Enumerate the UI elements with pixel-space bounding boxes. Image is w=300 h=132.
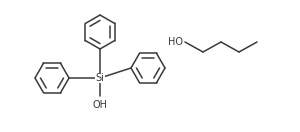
Text: Si: Si [96, 73, 104, 83]
Text: HO: HO [168, 37, 183, 47]
Text: OH: OH [92, 100, 107, 110]
